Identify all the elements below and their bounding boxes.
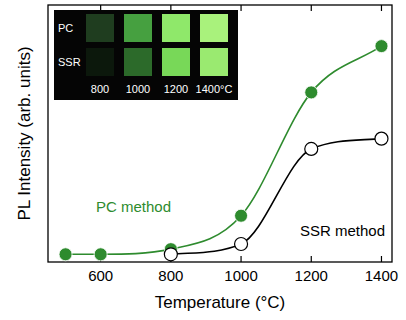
inset-sample [124, 48, 152, 76]
x-tick [381, 256, 382, 262]
inset-column-label: 1400°C [196, 83, 233, 95]
inset-column-label: 1000 [126, 83, 150, 95]
inset-sample [162, 48, 190, 76]
y-axis-title: PL Intensity (arb. units) [15, 46, 34, 220]
inset-sample [86, 14, 114, 42]
data-point [375, 132, 388, 145]
inset-sample [86, 48, 114, 76]
inset-column-label: 800 [91, 83, 109, 95]
x-tick-top [381, 5, 382, 11]
x-tick [240, 256, 241, 262]
x-tick-top [240, 5, 241, 11]
x-tick [311, 256, 312, 262]
data-point [94, 248, 107, 261]
inset-sample [200, 48, 228, 76]
inset-background [54, 10, 238, 100]
series-label: PC method [96, 198, 171, 215]
inset-row-label: SSR [58, 56, 81, 68]
data-point [375, 40, 388, 53]
data-point [235, 209, 248, 222]
chart: 600 800 1000 1200 1400 Temperature (°C) PL Int… [0, 0, 406, 320]
inset-row-label: PC [58, 22, 73, 34]
x-tick-label: 600 [88, 267, 113, 284]
x-tick-label: 1200 [295, 267, 328, 284]
data-point [305, 86, 318, 99]
inset-sample [162, 14, 190, 42]
data-point [305, 142, 318, 155]
inset-column-label: 1200 [164, 83, 188, 95]
data-point [235, 238, 248, 251]
inset: PC SSR 800 1000 1200 1400°C [54, 10, 238, 100]
x-tick-label: 1400 [365, 267, 398, 284]
data-layer [59, 40, 388, 261]
series-label: SSR method [300, 222, 385, 239]
inset-sample [124, 14, 152, 42]
x-tick-label: 1000 [224, 267, 257, 284]
plot-frame [48, 5, 392, 262]
x-tick-label: 800 [158, 267, 183, 284]
data-point [164, 248, 177, 261]
x-axis-title: Temperature (°C) [155, 293, 286, 312]
x-tick-top [311, 5, 312, 11]
data-point [59, 248, 72, 261]
inset-sample [200, 14, 228, 42]
